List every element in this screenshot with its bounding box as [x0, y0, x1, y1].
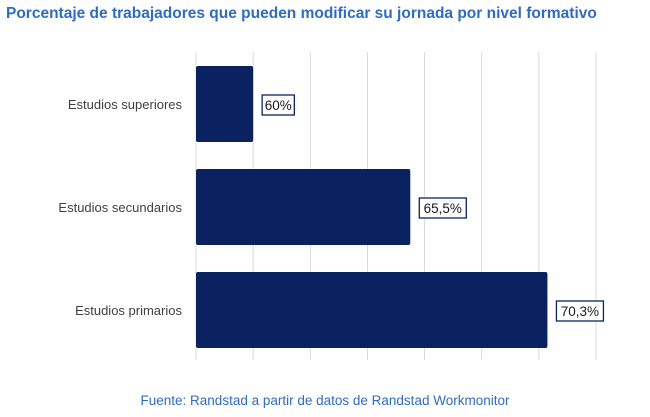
category-label: Estudios secundarios — [58, 200, 182, 215]
data-label-box — [555, 300, 605, 322]
category-label: Estudios superiores — [68, 97, 183, 112]
chart-title: Porcentaje de trabajadores que pueden mo… — [6, 5, 597, 22]
category-label: Estudios primarios — [75, 303, 182, 318]
category-labels: Estudios superiores Estudios secundarios E… — [58, 97, 182, 318]
data-label: 60% — [265, 98, 292, 113]
source-note: Fuente: Randstad a partir de datos de Ra… — [140, 393, 510, 408]
data-label: 70,3% — [561, 304, 599, 319]
data-label-box — [418, 197, 467, 219]
bars — [196, 66, 548, 348]
data-label-box — [261, 94, 295, 116]
bar — [196, 272, 548, 348]
bar — [196, 66, 254, 142]
data-labels: 60% 65,5% 70,3% — [261, 94, 605, 322]
bar — [196, 169, 411, 245]
data-label: 65,5% — [424, 201, 462, 216]
